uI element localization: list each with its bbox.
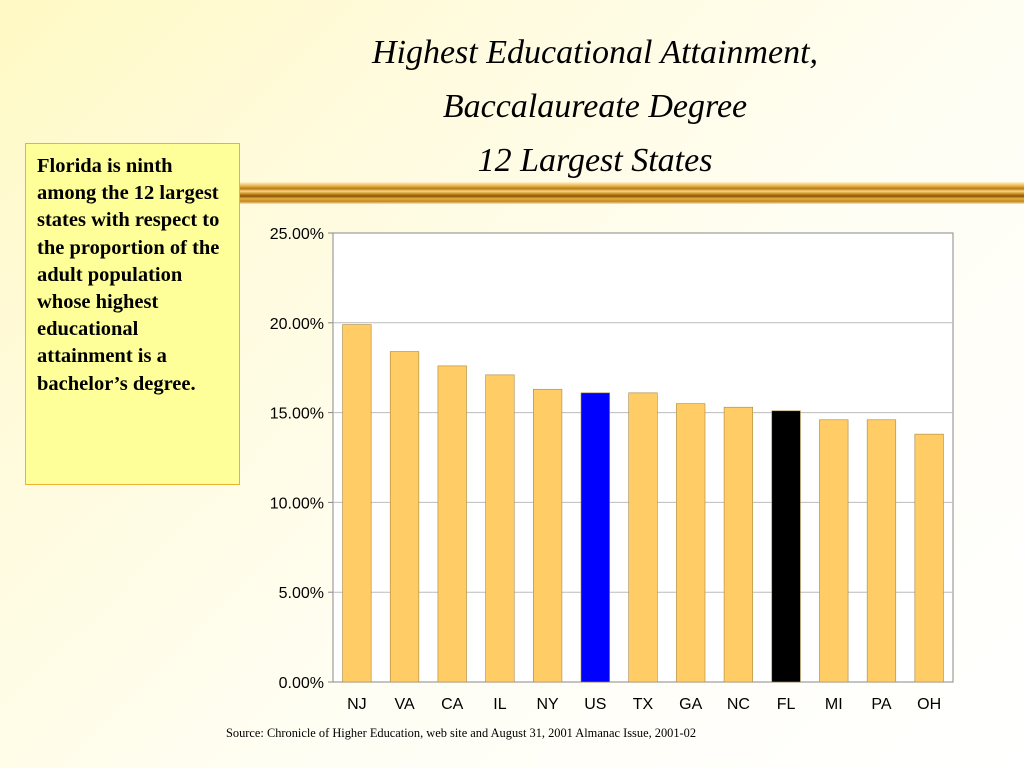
bar-nj <box>342 324 372 683</box>
bar-tx <box>628 392 658 683</box>
x-tick-label: VA <box>394 696 414 713</box>
x-tick-label: IL <box>493 696 506 713</box>
bar-ca <box>437 365 467 683</box>
bar-va <box>389 351 420 683</box>
y-tick-label: 10.00% <box>270 495 324 512</box>
bar-us <box>580 392 610 683</box>
slide-title: Highest Educational Attainment, Baccalau… <box>240 26 950 188</box>
bar-pa <box>866 419 897 683</box>
x-tick-label: GA <box>679 696 702 713</box>
bar-nc <box>723 406 753 683</box>
x-tick-label: US <box>584 696 606 713</box>
bar-ny <box>533 388 563 683</box>
x-tick-label: MI <box>825 696 843 713</box>
x-tick-label: NY <box>536 696 559 713</box>
x-tick-label: TX <box>633 696 654 713</box>
callout-box: Florida is ninth among the 12 largest st… <box>25 143 240 485</box>
x-tick-label: NJ <box>347 696 367 713</box>
y-tick-label: 5.00% <box>279 585 324 602</box>
y-tick-label: 0.00% <box>279 675 324 692</box>
source-note: Source: Chronicle of Higher Education, w… <box>226 726 697 740</box>
callout-text: Florida is ninth among the 12 largest st… <box>37 155 220 395</box>
bars <box>342 324 944 683</box>
y-tick-label: 25.00% <box>270 226 324 243</box>
x-tick-label: NC <box>727 696 750 713</box>
y-tick-label: 15.00% <box>270 406 324 423</box>
x-tick-label: FL <box>777 696 796 713</box>
y-axis-ticks: 0.00% 5.00% 10.00% 15.00% 20.00% 25.00% <box>270 226 333 692</box>
bar-mi <box>819 419 849 683</box>
title-line-3: 12 Largest States <box>477 142 713 179</box>
bar-oh <box>914 433 944 683</box>
gold-divider-bar <box>236 182 1024 204</box>
x-tick-label: CA <box>441 696 464 713</box>
title-line-2: Baccalaureate Degree <box>442 88 748 125</box>
x-axis-ticks: NJ VA CA IL NY US TX GA NC FL MI PA OH <box>347 696 941 713</box>
bar-fl <box>771 410 801 683</box>
bar-il <box>485 374 515 683</box>
y-tick-label: 20.00% <box>270 316 324 333</box>
bar-ga <box>676 403 706 683</box>
x-tick-label: OH <box>917 696 941 713</box>
title-line-1: Highest Educational Attainment, <box>371 34 819 71</box>
x-tick-label: PA <box>871 696 891 713</box>
